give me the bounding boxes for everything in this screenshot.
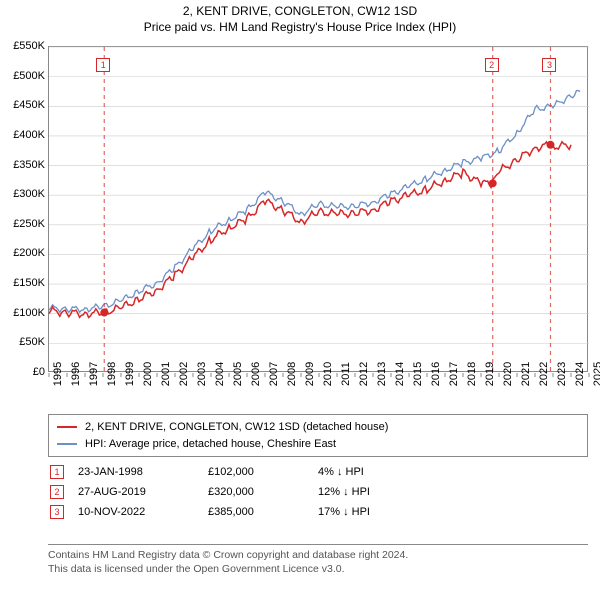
event-row-marker: 3	[50, 505, 64, 519]
x-tick-label: 2023	[556, 362, 568, 386]
x-tick-label: 2005	[232, 362, 244, 386]
x-tick-label: 2017	[448, 362, 460, 386]
event-row-delta: 12% ↓ HPI	[318, 486, 408, 498]
legend-swatch	[57, 443, 77, 445]
chart-svg	[49, 47, 587, 371]
x-tick-label: 2014	[394, 362, 406, 386]
footnote: Contains HM Land Registry data © Crown c…	[48, 544, 588, 576]
legend-row: 2, KENT DRIVE, CONGLETON, CW12 1SD (deta…	[57, 419, 579, 436]
event-row-marker: 2	[50, 485, 64, 499]
chart-plot-area	[48, 46, 588, 372]
event-row-date: 23-JAN-1998	[78, 466, 208, 478]
footnote-line1: Contains HM Land Registry data © Crown c…	[48, 549, 588, 563]
event-marker-box: 3	[542, 58, 556, 72]
y-tick-label: £200K	[3, 247, 45, 259]
x-tick-label: 2016	[430, 362, 442, 386]
x-tick-label: 1998	[106, 362, 118, 386]
y-tick-label: £350K	[3, 159, 45, 171]
legend-row: HPI: Average price, detached house, Ches…	[57, 436, 579, 453]
x-tick-label: 2006	[250, 362, 262, 386]
event-dot	[546, 141, 554, 149]
event-row-date: 10-NOV-2022	[78, 506, 208, 518]
x-tick-label: 2009	[304, 362, 316, 386]
x-tick-label: 2007	[268, 362, 280, 386]
event-row-date: 27-AUG-2019	[78, 486, 208, 498]
title-block: 2, KENT DRIVE, CONGLETON, CW12 1SD Price…	[0, 0, 600, 35]
legend-box: 2, KENT DRIVE, CONGLETON, CW12 1SD (deta…	[48, 414, 588, 457]
x-tick-label: 2008	[286, 362, 298, 386]
x-tick-label: 2015	[412, 362, 424, 386]
x-tick-label: 2024	[574, 362, 586, 386]
title-line2: Price paid vs. HM Land Registry's House …	[0, 20, 600, 36]
x-tick-label: 1999	[124, 362, 136, 386]
event-marker-box: 2	[485, 58, 499, 72]
title-line1: 2, KENT DRIVE, CONGLETON, CW12 1SD	[0, 4, 600, 20]
x-tick-label: 2010	[322, 362, 334, 386]
event-dot	[100, 309, 108, 317]
x-tick-label: 2022	[538, 362, 550, 386]
event-row-delta: 17% ↓ HPI	[318, 506, 408, 518]
x-tick-label: 2018	[466, 362, 478, 386]
y-tick-label: £150K	[3, 277, 45, 289]
series-hpi	[49, 91, 580, 313]
event-row-price: £102,000	[208, 466, 318, 478]
event-row: 2 27-AUG-2019£320,00012% ↓ HPI	[48, 482, 588, 502]
event-row-marker: 1	[50, 465, 64, 479]
event-row: 1 23-JAN-1998£102,0004% ↓ HPI	[48, 462, 588, 482]
y-tick-label: £250K	[3, 218, 45, 230]
x-tick-label: 2002	[178, 362, 190, 386]
y-tick-label: £300K	[3, 188, 45, 200]
x-tick-label: 2000	[142, 362, 154, 386]
x-tick-label: 1997	[88, 362, 100, 386]
event-row-delta: 4% ↓ HPI	[318, 466, 408, 478]
y-tick-label: £400K	[3, 129, 45, 141]
events-table: 1 23-JAN-1998£102,0004% ↓ HPI 2 27-AUG-2019…	[48, 462, 588, 522]
legend-swatch	[57, 426, 77, 428]
x-tick-label: 2001	[160, 362, 172, 386]
x-tick-label: 2021	[520, 362, 532, 386]
y-tick-label: £550K	[3, 40, 45, 52]
x-tick-label: 1995	[52, 362, 64, 386]
x-tick-label: 2020	[502, 362, 514, 386]
event-row-price: £385,000	[208, 506, 318, 518]
footnote-line2: This data is licensed under the Open Gov…	[48, 563, 588, 577]
x-tick-label: 2013	[376, 362, 388, 386]
legend-label: HPI: Average price, detached house, Ches…	[85, 436, 336, 453]
event-dot	[489, 179, 497, 187]
y-tick-label: £500K	[3, 70, 45, 82]
event-row: 3 10-NOV-2022£385,00017% ↓ HPI	[48, 502, 588, 522]
y-tick-label: £100K	[3, 307, 45, 319]
x-tick-label: 2012	[358, 362, 370, 386]
x-tick-label: 2004	[214, 362, 226, 386]
x-tick-label: 2025	[592, 362, 600, 386]
x-tick-label: 1996	[70, 362, 82, 386]
y-tick-label: £50K	[3, 336, 45, 348]
x-tick-label: 2003	[196, 362, 208, 386]
legend-label: 2, KENT DRIVE, CONGLETON, CW12 1SD (deta…	[85, 419, 388, 436]
y-tick-label: £0	[3, 366, 45, 378]
event-row-price: £320,000	[208, 486, 318, 498]
x-tick-label: 2011	[340, 362, 352, 386]
event-marker-box: 1	[96, 58, 110, 72]
x-tick-label: 2019	[484, 362, 496, 386]
chart-container: 2, KENT DRIVE, CONGLETON, CW12 1SD Price…	[0, 0, 600, 590]
y-tick-label: £450K	[3, 99, 45, 111]
